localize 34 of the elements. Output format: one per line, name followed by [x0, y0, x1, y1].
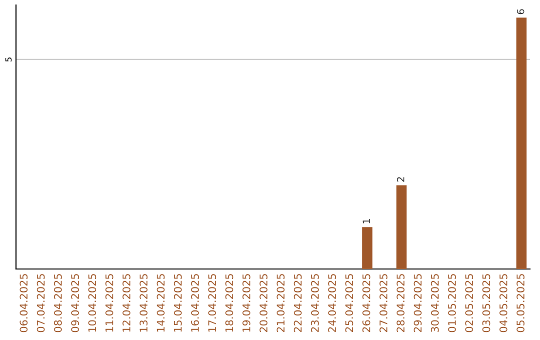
x-tick-label: 30.04.2025: [430, 274, 439, 332]
x-tick-label: 02.05.2025: [465, 274, 474, 332]
x-tick-label: 19.04.2025: [242, 274, 250, 332]
x-tick-label: 21.04.2025: [276, 274, 285, 332]
x-tick-label: 26.04.2025: [362, 274, 370, 332]
x-tick-label: 04.05.2025: [499, 274, 508, 332]
x-tick-label: 20.04.2025: [260, 274, 268, 332]
x-tick-label: 01.05.2025: [448, 274, 456, 332]
data-label: 2: [396, 177, 404, 182]
x-tick-label: 11.04.2025: [105, 274, 114, 332]
x-tick-label: 16.04.2025: [191, 274, 199, 332]
x-tick-label: 27.04.2025: [380, 274, 388, 332]
x-tick-label: 25.04.2025: [345, 274, 354, 332]
x-tick-label: 15.04.2025: [174, 274, 182, 332]
x-tick-label: 06.04.2025: [20, 274, 28, 332]
x-tick-label: 28.04.2025: [396, 274, 405, 332]
x-tick-label: 05.05.2025: [516, 274, 524, 332]
x-tick-label: 14.04.2025: [156, 274, 165, 332]
x-tick-label: 10.04.2025: [88, 274, 96, 332]
x-tick-label: 03.05.2025: [482, 274, 490, 332]
y-tick-label: 5: [5, 58, 12, 62]
data-label: 6: [516, 9, 524, 14]
x-tick-label: 17.04.2025: [208, 274, 216, 332]
x-tick-label: 29.04.2025: [414, 274, 422, 332]
data-label: 1: [362, 219, 370, 224]
x-tick-label: 08.04.2025: [54, 274, 62, 332]
x-tick-label: 07.04.2025: [36, 274, 45, 332]
x-tick-label: 24.04.2025: [328, 274, 336, 332]
x-tick-label: 18.04.2025: [225, 274, 234, 332]
x-tick-label: 22.04.2025: [294, 274, 302, 332]
x-tick-label: 13.04.2025: [140, 274, 148, 332]
x-tick-label: 12.04.2025: [122, 274, 130, 332]
x-tick-label: 23.04.2025: [310, 274, 319, 332]
x-tick-label: 09.04.2025: [71, 274, 79, 332]
